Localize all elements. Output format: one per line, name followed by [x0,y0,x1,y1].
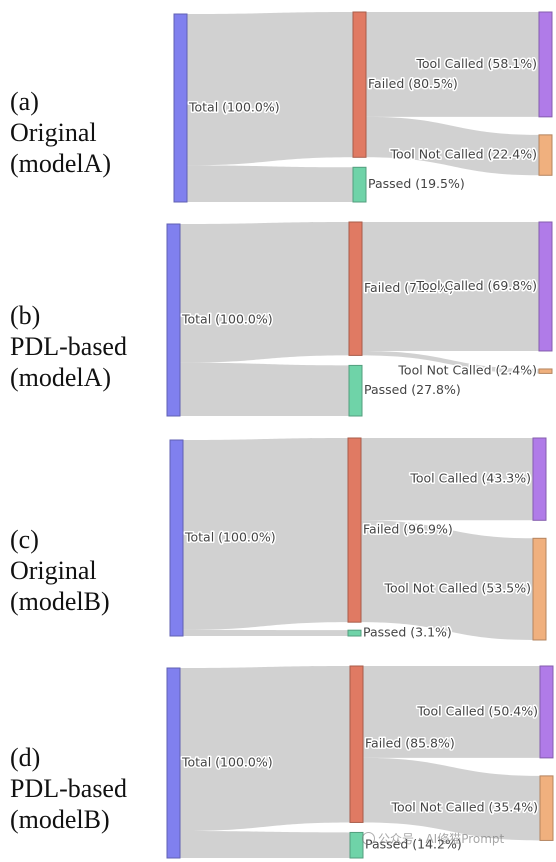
node-tool-not-called [532,537,547,641]
node-labels: Total (100.0%) Failed (72.2%) Passed (27.8… [180,276,539,398]
label-passed: Passed (27.8%) [364,382,461,397]
label-total: Total (100.0%) [181,312,273,327]
label-tool-not-called: Tool Not Called (35.4%) [390,800,538,815]
label-total: Total (100.0%) [188,100,280,115]
node-failed [349,665,364,823]
flows [183,438,533,640]
node-failed [348,221,363,356]
panel-c: (c) Original (modelB) Total (100.0%) Fail… [0,428,556,648]
node-total [166,223,181,417]
node-labels: Total (100.0%) Failed (96.9%) Passed (3.1%… [183,469,533,641]
label-tool-not-called: Tool Not Called (53.5%) [383,581,531,596]
panel-label-b: (b) PDL-based (modelA) [10,300,127,394]
flow-failed-to-tool-not-called [366,116,539,176]
nodes [173,11,553,203]
sankey-diagram-b: Total (100.0%) Failed (72.2%) Passed (27.8… [166,221,553,417]
label-tool-called: Tool Called (50.4%) [416,703,538,718]
panel-label-a-model: (modelA) [10,149,112,179]
node-passed [352,166,367,203]
flow-total-to-failed [180,666,350,832]
nodes [169,437,547,641]
node-passed [349,831,364,859]
panel-a: (a) Original (modelA) Total (100.0%) Fail… [0,0,556,214]
panel-label-d-method: PDL-based [10,774,127,804]
flow-failed-to-tool-not-called [361,520,533,640]
panel-label-d: (d) PDL-based (modelB) [10,742,127,836]
flow-failed-to-tool-called [366,12,539,117]
node-tool-not-called [538,368,553,374]
panel-label-a-method: Original [10,118,97,148]
panel-label-b-model: (modelA) [10,363,112,393]
panel-label-c-method: Original [10,556,97,586]
panel-label-b-letter: (b) [10,301,41,330]
label-tool-called: Tool Called (58.1%) [415,56,537,71]
flow-total-to-passed [187,165,353,202]
label-total: Total (100.0%) [184,530,276,545]
node-total [173,13,188,203]
panel-label-d-letter: (d) [10,743,41,772]
label-tool-called: Tool Called (69.8%) [415,278,537,293]
flow-failed-to-tool-called [363,666,540,758]
node-labels: Total (100.0%) Failed (85.8%) Passed (14.2… [180,702,540,853]
flow-total-to-failed [183,438,348,630]
panel-b: (b) PDL-based (modelA) Total (100.0%) Fai… [0,214,556,428]
flows [180,222,539,416]
label-passed: Passed (3.1%) [363,625,452,640]
flow-failed-to-tool-called [361,438,533,521]
label-failed: Failed (96.9%) [363,522,453,537]
label-passed: Passed (19.5%) [368,176,465,191]
sankey-diagram-d: Total (100.0%) Failed (85.8%) Passed (14.2… [166,665,554,859]
label-passed: Passed (14.2%) [365,837,462,852]
node-failed [352,11,367,158]
flows [180,666,540,858]
label-tool-called: Tool Called (43.3%) [409,471,531,486]
node-total [166,667,181,859]
panel-d: (d) PDL-based (modelB) Total (100.0%) Fai… [0,648,556,862]
flow-total-to-passed [180,831,350,858]
node-labels: Total (100.0%) Failed (80.5%) Passed (19.5… [187,54,539,192]
node-total [169,439,184,637]
flow-total-to-failed [180,222,349,363]
panel-label-c-model: (modelB) [10,587,110,617]
wechat-icon [362,832,375,845]
flow-failed-to-tool-called [362,222,539,351]
flow-total-to-failed [187,12,353,166]
nodes [166,221,553,417]
node-tool-called [538,11,553,118]
panel-label-a-letter: (a) [10,87,39,116]
label-failed: Failed (72.2%) [364,280,454,295]
node-tool-not-called [539,775,554,841]
node-passed [347,629,362,637]
node-tool-called [539,665,554,759]
sankey-diagram-a: Total (100.0%) Failed (80.5%) Passed (19.5… [173,11,553,203]
label-failed: Failed (85.8%) [365,736,455,751]
panel-label-a: (a) Original (modelA) [10,86,111,180]
label-tool-not-called: Tool Not Called (22.4%) [389,147,537,162]
panel-label-d-model: (modelB) [10,805,110,835]
flow-failed-to-tool-not-called [362,350,539,374]
label-failed: Failed (80.5%) [368,76,458,91]
panel-label-c: (c) Original (modelB) [10,524,110,618]
watermark: 公众号 · AI修猫Prompt [362,830,504,847]
node-tool-called [538,221,553,352]
sankey-diagram-c: Total (100.0%) Failed (96.9%) Passed (3.1%… [169,437,547,641]
flows [187,12,539,202]
panel-label-c-letter: (c) [10,525,39,554]
node-passed [348,364,363,417]
label-total: Total (100.0%) [181,755,273,770]
node-failed [347,437,362,623]
nodes [166,665,554,859]
label-tool-not-called: Tool Not Called (2.4%) [397,363,537,378]
node-tool-not-called [538,134,553,176]
flow-total-to-passed [183,629,348,636]
node-tool-called [532,437,547,521]
panel-label-b-method: PDL-based [10,332,127,362]
flow-failed-to-tool-not-called [363,757,540,841]
flow-total-to-passed [180,362,349,416]
watermark-text: 公众号 · AI修猫Prompt [378,832,505,846]
